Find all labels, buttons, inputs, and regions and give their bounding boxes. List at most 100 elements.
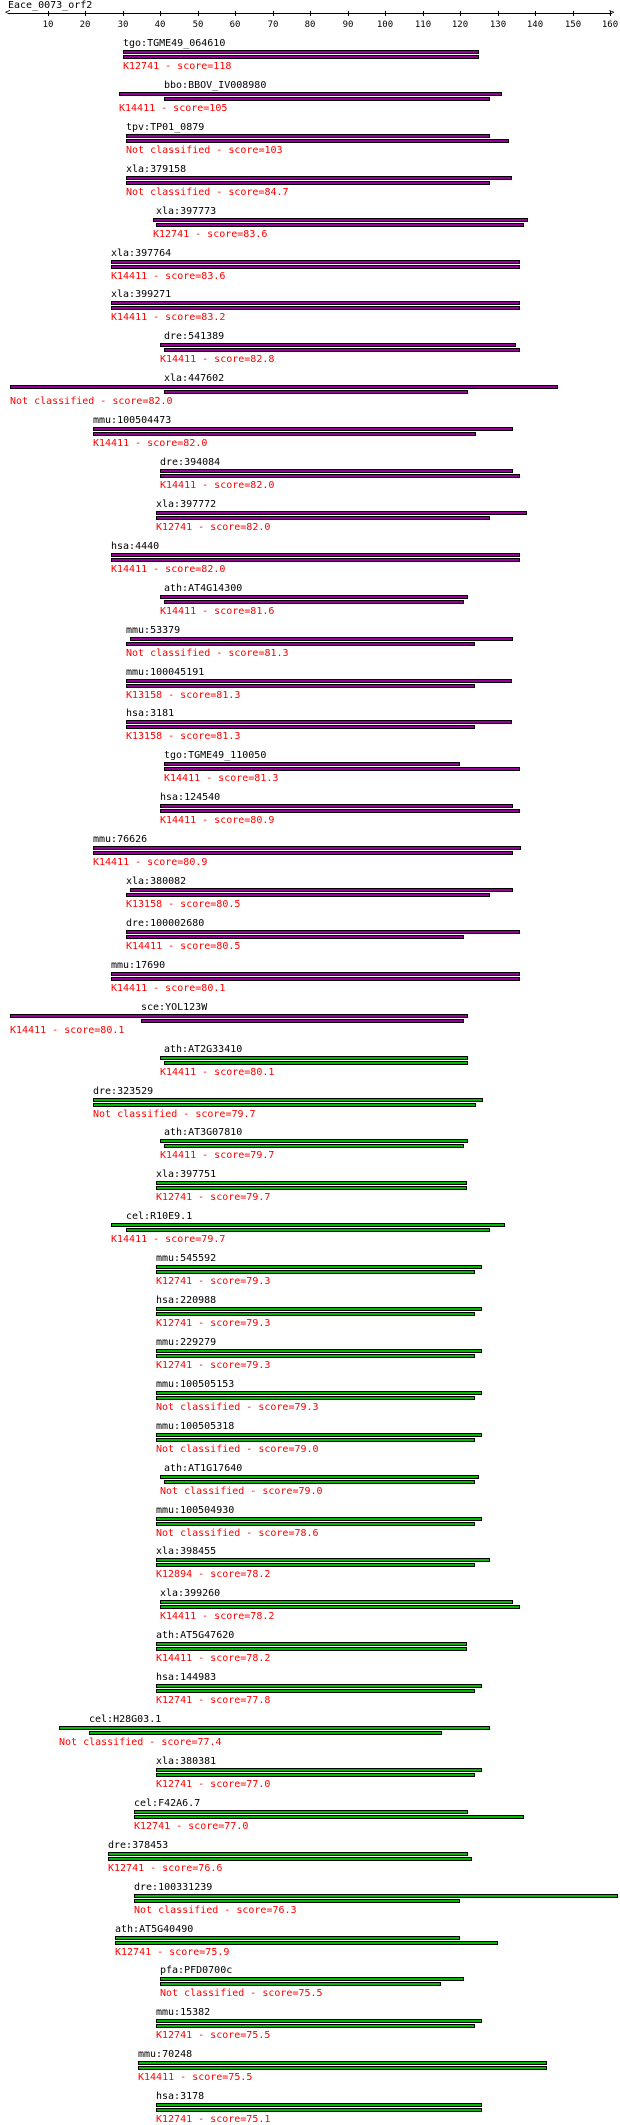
hit-classification[interactable]: K14411 - score=83.2: [111, 312, 226, 323]
hit-classification[interactable]: Not classified - score=78.6: [156, 1528, 319, 1539]
hit-classification[interactable]: Not classified - score=79.7: [93, 1109, 256, 1120]
hit-name[interactable]: xla:397773: [156, 206, 217, 217]
hit-classification[interactable]: K12741 - score=76.6: [108, 1863, 223, 1874]
hit-name[interactable]: bbo:BBOV_IV008980: [164, 80, 267, 91]
hit-classification[interactable]: Not classified - score=77.4: [59, 1737, 222, 1748]
hit-name[interactable]: dre:100002680: [126, 918, 205, 929]
hit-name[interactable]: tgo:TGME49_064610: [123, 38, 226, 49]
hit-name[interactable]: hsa:144983: [156, 1672, 217, 1683]
hit-name[interactable]: xla:398455: [156, 1546, 217, 1557]
hit-classification[interactable]: K12741 - score=83.6: [153, 229, 268, 240]
hit-name[interactable]: xla:399271: [111, 289, 172, 300]
hit-name[interactable]: xla:379158: [126, 164, 187, 175]
hit-classification[interactable]: K14411 - score=82.0: [111, 564, 226, 575]
hit-classification[interactable]: K12741 - score=79.3: [156, 1360, 271, 1371]
hit-classification[interactable]: K12741 - score=82.0: [156, 522, 271, 533]
hit-name[interactable]: dre:541389: [164, 331, 225, 342]
hit-name[interactable]: cel:F42A6.7: [134, 1798, 201, 1809]
hit-classification[interactable]: K14411 - score=79.7: [111, 1234, 226, 1245]
hit-classification[interactable]: Not classified - score=79.0: [160, 1486, 323, 1497]
hit-classification[interactable]: Not classified - score=82.0: [10, 396, 173, 407]
hit-classification[interactable]: Not classified - score=79.3: [156, 1402, 319, 1413]
hit-name[interactable]: dre:394084: [160, 457, 221, 468]
hit-name[interactable]: mmu:100504473: [93, 415, 172, 426]
hit-name[interactable]: dre:100331239: [134, 1882, 213, 1893]
hit-classification[interactable]: K14411 - score=105: [119, 103, 228, 114]
hit-classification[interactable]: K14411 - score=81.6: [160, 606, 275, 617]
hit-name[interactable]: xla:399260: [160, 1588, 221, 1599]
hit-classification[interactable]: K12894 - score=78.2: [156, 1569, 271, 1580]
hit-classification[interactable]: K14411 - score=80.9: [160, 815, 275, 826]
hit-classification[interactable]: K14411 - score=79.7: [160, 1150, 275, 1161]
hit-name[interactable]: mmu:100045191: [126, 667, 205, 678]
hit-classification[interactable]: K12741 - score=75.5: [156, 2030, 271, 2041]
hit-name[interactable]: mmu:545592: [156, 1253, 217, 1264]
hit-name[interactable]: ath:AT4G14300: [164, 583, 243, 594]
hit-classification[interactable]: Not classified - score=103: [126, 145, 283, 156]
hit-name[interactable]: hsa:4440: [111, 541, 160, 552]
hit-classification[interactable]: K14411 - score=80.5: [126, 941, 241, 952]
hit-name[interactable]: xla:397764: [111, 248, 172, 259]
hit-classification[interactable]: K14411 - score=83.6: [111, 271, 226, 282]
hit-name[interactable]: mmu:15382: [156, 2007, 211, 2018]
hit-name[interactable]: mmu:100505318: [156, 1421, 235, 1432]
hit-name[interactable]: mmu:229279: [156, 1337, 217, 1348]
hit-name[interactable]: cel:R10E9.1: [126, 1211, 193, 1222]
hit-classification[interactable]: K14411 - score=80.1: [160, 1067, 275, 1078]
hit-name[interactable]: ath:AT2G33410: [164, 1044, 243, 1055]
hit-name[interactable]: dre:378453: [108, 1840, 169, 1851]
hit-classification[interactable]: K14411 - score=80.1: [10, 1025, 125, 1036]
hit-classification[interactable]: Not classified - score=81.3: [126, 648, 289, 659]
hit-name[interactable]: mmu:76626: [93, 834, 148, 845]
hit-name[interactable]: tgo:TGME49_110050: [164, 750, 267, 761]
hit-classification[interactable]: K13158 - score=81.3: [126, 731, 241, 742]
hit-classification[interactable]: K12741 - score=79.3: [156, 1318, 271, 1329]
hit-classification[interactable]: K14411 - score=82.0: [160, 480, 275, 491]
hit-classification[interactable]: K12741 - score=75.9: [115, 1947, 230, 1958]
hit-name[interactable]: tpv:TP01_0879: [126, 122, 205, 133]
hit-name[interactable]: xla:397772: [156, 499, 217, 510]
hit-classification[interactable]: Not classified - score=79.0: [156, 1444, 319, 1455]
hit-classification[interactable]: K14411 - score=75.5: [138, 2072, 253, 2083]
hit-classification[interactable]: K13158 - score=80.5: [126, 899, 241, 910]
hit-classification[interactable]: Not classified - score=76.3: [134, 1905, 297, 1916]
hit-classification[interactable]: K12741 - score=118: [123, 61, 232, 72]
hit-classification[interactable]: K14411 - score=81.3: [164, 773, 279, 784]
hit-name[interactable]: hsa:220988: [156, 1295, 217, 1306]
hit-name[interactable]: ath:AT1G17640: [164, 1463, 243, 1474]
hit-name[interactable]: ath:AT5G47620: [156, 1630, 235, 1641]
hit-name[interactable]: mmu:70248: [138, 2049, 193, 2060]
hit-name[interactable]: xla:447602: [164, 373, 225, 384]
hit-name[interactable]: hsa:124540: [160, 792, 221, 803]
hit-classification[interactable]: K12741 - score=79.3: [156, 1276, 271, 1287]
hit-name[interactable]: mmu:100504930: [156, 1505, 235, 1516]
hit-classification[interactable]: K14411 - score=82.8: [160, 354, 275, 365]
hit-name[interactable]: mmu:53379: [126, 625, 181, 636]
hit-name[interactable]: cel:H28G03.1: [89, 1714, 162, 1725]
hit-classification[interactable]: Not classified - score=75.5: [160, 1988, 323, 1999]
hit-classification[interactable]: K14411 - score=78.2: [156, 1653, 271, 1664]
hit-classification[interactable]: K12741 - score=77.0: [156, 1779, 271, 1790]
hit-name[interactable]: xla:380082: [126, 876, 187, 887]
hit-name[interactable]: hsa:3181: [126, 708, 175, 719]
hit-name[interactable]: mmu:100505153: [156, 1379, 235, 1390]
hit-classification[interactable]: Not classified - score=84.7: [126, 187, 289, 198]
hit-name[interactable]: pfa:PFD0700c: [160, 1965, 233, 1976]
hit-classification[interactable]: K14411 - score=80.9: [93, 857, 208, 868]
hit-classification[interactable]: K12741 - score=79.7: [156, 1192, 271, 1203]
hit-name[interactable]: ath:AT3G07810: [164, 1127, 243, 1138]
hit-classification[interactable]: K12741 - score=77.0: [134, 1821, 249, 1832]
hit-name[interactable]: xla:397751: [156, 1169, 217, 1180]
hit-classification[interactable]: K14411 - score=78.2: [160, 1611, 275, 1622]
hit-name[interactable]: xla:380381: [156, 1756, 217, 1767]
hit-name[interactable]: mmu:17690: [111, 960, 166, 971]
hit-classification[interactable]: K14411 - score=80.1: [111, 983, 226, 994]
hit-name[interactable]: dre:323529: [93, 1086, 154, 1097]
hit-classification[interactable]: K14411 - score=82.0: [93, 438, 208, 449]
hit-name[interactable]: ath:AT5G40490: [115, 1924, 194, 1935]
hit-classification[interactable]: K12741 - score=75.1: [156, 2114, 271, 2125]
hit-classification[interactable]: K12741 - score=77.8: [156, 1695, 271, 1706]
hit-name[interactable]: sce:YOL123W: [141, 1002, 208, 1013]
hit-name[interactable]: hsa:3178: [156, 2091, 205, 2102]
hit-classification[interactable]: K13158 - score=81.3: [126, 690, 241, 701]
